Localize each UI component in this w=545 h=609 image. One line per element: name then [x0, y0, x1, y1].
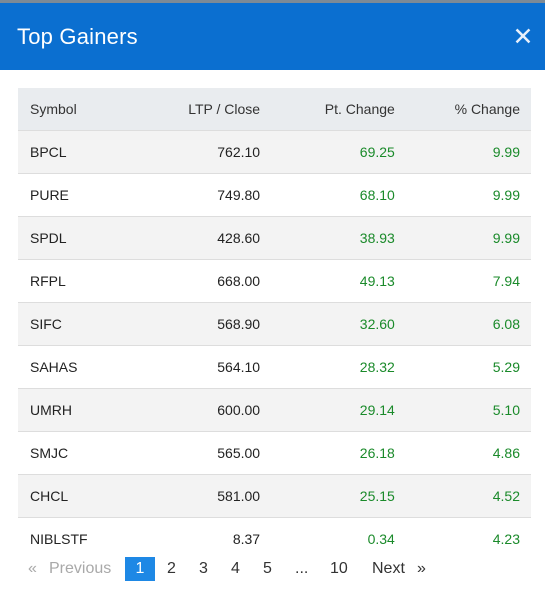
table-row: UMRH 600.00 29.14 5.10 — [18, 388, 531, 432]
modal-header: Top Gainers ✕ — [0, 3, 545, 70]
pct-change-cell: 6.08 — [394, 302, 531, 346]
pct-change-cell: 9.99 — [394, 216, 531, 260]
table-row: SAHAS 564.10 28.32 5.29 — [18, 345, 531, 389]
symbol-cell: NIBLSTF — [18, 517, 139, 560]
ltp-cell: 749.80 — [138, 173, 261, 217]
symbol-cell: SMJC — [18, 431, 139, 475]
symbol-cell: SAHAS — [18, 345, 139, 389]
ltp-cell: 428.60 — [138, 216, 261, 260]
column-header-pt-change: Pt. Change — [260, 88, 395, 131]
modal-title: Top Gainers — [17, 24, 138, 49]
page-link-10[interactable]: 10 — [330, 560, 348, 577]
table-row: BPCL 762.10 69.25 9.99 — [18, 130, 531, 174]
top-gainers-table: Symbol LTP / Close Pt. Change % Change B… — [18, 88, 531, 560]
ltp-cell: 668.00 — [138, 259, 261, 303]
column-header-pct-change: % Change — [394, 88, 531, 131]
pt-change-cell: 69.25 — [260, 130, 395, 174]
ltp-cell: 565.00 — [138, 431, 261, 475]
pct-change-cell: 4.86 — [394, 431, 531, 475]
table-row: CHCL 581.00 25.15 4.52 — [18, 474, 531, 518]
pt-change-cell: 0.34 — [260, 517, 395, 560]
pct-change-cell: 5.29 — [394, 345, 531, 389]
pt-change-cell: 26.18 — [260, 431, 395, 475]
symbol-cell: SPDL — [18, 216, 139, 260]
table-row: SPDL 428.60 38.93 9.99 — [18, 216, 531, 260]
pt-change-cell: 32.60 — [260, 302, 395, 346]
column-header-symbol: Symbol — [18, 88, 139, 131]
symbol-cell: CHCL — [18, 474, 139, 518]
ltp-cell: 600.00 — [138, 388, 261, 432]
pagination-ellipsis: ... — [295, 560, 309, 577]
page-link-2[interactable]: 2 — [167, 560, 176, 577]
symbol-cell: PURE — [18, 173, 139, 217]
ltp-cell: 8.37 — [138, 517, 261, 560]
pt-change-cell: 29.14 — [260, 388, 395, 432]
table-row: RFPL 668.00 49.13 7.94 — [18, 259, 531, 303]
top-edge-strip — [0, 0, 545, 3]
pct-change-cell: 4.23 — [394, 517, 531, 560]
page-link-4[interactable]: 4 — [231, 560, 240, 577]
previous-arrow-icon: « — [28, 560, 37, 577]
table-row: SMJC 565.00 26.18 4.86 — [18, 431, 531, 475]
page-link-3[interactable]: 3 — [199, 560, 208, 577]
ltp-cell: 581.00 — [138, 474, 261, 518]
next-page-link[interactable]: Next — [372, 560, 405, 577]
column-header-ltp-close: LTP / Close — [138, 88, 261, 131]
symbol-cell: SIFC — [18, 302, 139, 346]
pct-change-cell: 7.94 — [394, 259, 531, 303]
ltp-cell: 568.90 — [138, 302, 261, 346]
symbol-cell: BPCL — [18, 130, 139, 174]
pct-change-cell: 9.99 — [394, 130, 531, 174]
pt-change-cell: 38.93 — [260, 216, 395, 260]
pt-change-cell: 49.13 — [260, 259, 395, 303]
pt-change-cell: 68.10 — [260, 173, 395, 217]
symbol-cell: RFPL — [18, 259, 139, 303]
symbol-cell: UMRH — [18, 388, 139, 432]
pct-change-cell: 4.52 — [394, 474, 531, 518]
table-header-row: Symbol LTP / Close Pt. Change % Change — [18, 88, 531, 131]
ltp-cell: 762.10 — [138, 130, 261, 174]
table-row: SIFC 568.90 32.60 6.08 — [18, 302, 531, 346]
page-link-5[interactable]: 5 — [263, 560, 272, 577]
pt-change-cell: 28.32 — [260, 345, 395, 389]
pct-change-cell: 9.99 — [394, 173, 531, 217]
pct-change-cell: 5.10 — [394, 388, 531, 432]
ltp-cell: 564.10 — [138, 345, 261, 389]
next-arrow-icon[interactable]: » — [417, 560, 426, 577]
previous-page-link: Previous — [49, 560, 112, 577]
table-row: NIBLSTF 8.37 0.34 4.23 — [18, 517, 531, 560]
close-icon[interactable]: ✕ — [512, 23, 534, 51]
table-row: PURE 749.80 68.10 9.99 — [18, 173, 531, 217]
pt-change-cell: 25.15 — [260, 474, 395, 518]
page-link-1-current[interactable]: 1 — [125, 557, 155, 581]
